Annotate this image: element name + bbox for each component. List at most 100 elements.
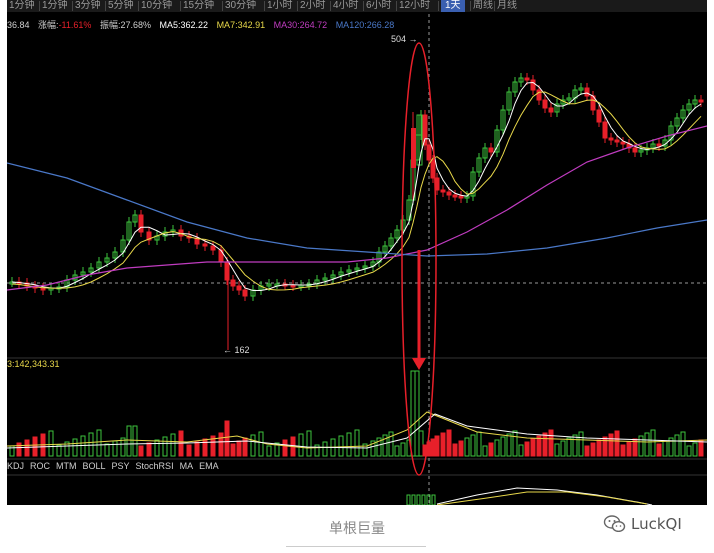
- timeframe-tab[interactable]: 周线: [473, 0, 493, 11]
- volume-bar: [656, 443, 662, 457]
- indicator-tab[interactable]: KDJ: [7, 461, 25, 471]
- ma7-value: MA7:342.91: [216, 20, 266, 30]
- volume-bar: [314, 444, 320, 457]
- volume-bar: [638, 435, 644, 457]
- watermark-text: LuckQI: [631, 515, 682, 533]
- volume-bar: [698, 439, 704, 457]
- volume-bar: [400, 442, 406, 457]
- watermark: LuckQI: [603, 510, 682, 538]
- amplitude-label: 振幅:27.68%: [99, 20, 151, 30]
- candle-body: [440, 189, 446, 193]
- timeframe-tab[interactable]: 10分钟: [141, 0, 173, 11]
- candle-body: [458, 195, 464, 199]
- volume-bar: [430, 438, 436, 457]
- volume-bar: [16, 442, 22, 457]
- volume-bar: [56, 444, 62, 457]
- volume-bar: [692, 442, 698, 457]
- amplitude-value: 27.68%: [120, 20, 151, 30]
- volume-bar: [488, 442, 494, 457]
- timeframe-toolbar: 1分钟 1分钟 3分钟 5分钟 10分钟 15分钟 30分钟 1小时 2小时 4小时 6小时 12小时…: [7, 0, 707, 12]
- toolbar-separator: [470, 1, 471, 11]
- volume-bar: [382, 434, 388, 457]
- indicator-tab[interactable]: MTM: [56, 461, 77, 471]
- indicator-tab[interactable]: ROC: [30, 461, 51, 471]
- volume-bar: [458, 440, 464, 457]
- current-price: 36.84: [7, 20, 30, 30]
- candle-body: [686, 103, 692, 111]
- timeframe-tab[interactable]: 1分钟: [9, 0, 35, 11]
- timeframe-tab[interactable]: 3分钟: [75, 0, 101, 11]
- candle-body: [698, 99, 704, 103]
- volume-bar: [506, 433, 512, 457]
- volume-bar: [48, 430, 54, 457]
- volume-bar: [146, 442, 152, 457]
- indicator-tab[interactable]: MA: [179, 461, 194, 471]
- timeframe-tab[interactable]: 1小时: [267, 0, 293, 11]
- volume-bar: [132, 425, 138, 457]
- volume-bar: [230, 443, 236, 457]
- toolbar-separator: [180, 1, 181, 11]
- volume-bar: [274, 442, 280, 457]
- volume-bar: [162, 436, 168, 457]
- volume-bar: [388, 431, 394, 457]
- toolbar-separator: [297, 1, 298, 11]
- volume-bar: [104, 443, 110, 457]
- timeframe-tab[interactable]: 5分钟: [108, 0, 134, 11]
- candle-body: [138, 214, 144, 233]
- candle-body: [674, 117, 680, 127]
- change-value: -11.61%: [58, 20, 92, 30]
- timeframe-tab[interactable]: 1天: [441, 0, 465, 12]
- highlight-arrow-head: [412, 358, 426, 370]
- candle-body: [482, 147, 488, 159]
- indicator-tab[interactable]: StochRSI: [135, 461, 174, 471]
- timeframe-tab[interactable]: 6小时: [366, 0, 392, 11]
- indicator-tab[interactable]: PSY: [111, 461, 130, 471]
- candle-body: [266, 283, 272, 287]
- volume-bar: [542, 432, 548, 457]
- timeframe-tab[interactable]: 4小时: [333, 0, 359, 11]
- kline-chart-svg[interactable]: [7, 0, 707, 505]
- figure-caption: 单根巨量: [329, 520, 385, 536]
- volume-bar: [446, 429, 452, 457]
- volume-bar: [500, 436, 506, 457]
- timeframe-tab[interactable]: 12小时: [399, 0, 431, 11]
- volume-ma-white: [7, 413, 707, 449]
- candle-body: [242, 289, 248, 297]
- kline-chart-panel[interactable]: 1分钟 1分钟 3分钟 5分钟 10分钟 15分钟 30分钟 1小时 2小时 4小时 6小时 12小时…: [7, 0, 707, 505]
- caption-divider: [286, 546, 426, 547]
- stats-bar: 36.84 涨幅:-11.61% 振幅:27.68% MA5:362.22 MA…: [7, 18, 400, 32]
- volume-bar: [88, 432, 94, 457]
- volume-bar: [96, 429, 102, 457]
- toolbar-separator: [396, 1, 397, 11]
- volume-bar: [202, 438, 208, 457]
- indicator-tab[interactable]: EMA: [199, 461, 219, 471]
- highlight-ellipse: [401, 42, 437, 476]
- ma120-line: [7, 162, 707, 257]
- volume-bar: [64, 441, 70, 457]
- volume-bar: [626, 441, 632, 457]
- timeframe-tab[interactable]: 15分钟: [183, 0, 215, 11]
- candle-body: [426, 144, 432, 161]
- change-label: 涨幅:-11.61%: [38, 20, 92, 30]
- indicator-tab[interactable]: BOLL: [82, 461, 106, 471]
- volume-bar: [464, 437, 470, 457]
- volume-bar: [194, 441, 200, 457]
- indicator-line-white: [436, 487, 653, 505]
- volume-bar: [518, 444, 524, 457]
- timeframe-tab[interactable]: 月线: [497, 0, 517, 11]
- candle-body: [362, 265, 368, 269]
- timeframe-tab[interactable]: 30分钟: [225, 0, 257, 11]
- candle-body: [500, 109, 506, 131]
- toolbar-separator: [222, 1, 223, 11]
- candle-body: [394, 229, 400, 239]
- timeframe-tab[interactable]: 2小时: [300, 0, 326, 11]
- volume-bar: [362, 443, 368, 457]
- volume-bar: [674, 434, 680, 457]
- volume-bar: [524, 441, 530, 457]
- wechat-icon: [603, 515, 626, 533]
- ma30-line: [7, 125, 707, 291]
- volume-bar: [434, 435, 440, 457]
- toolbar-separator: [494, 1, 495, 11]
- volume-bar: [530, 438, 536, 457]
- timeframe-tab[interactable]: 1分钟: [42, 0, 68, 11]
